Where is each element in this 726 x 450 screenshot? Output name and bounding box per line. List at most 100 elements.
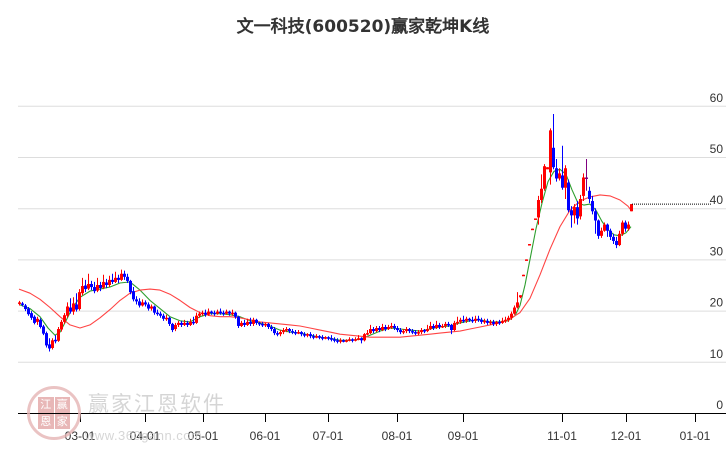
candle-body: [603, 224, 606, 231]
candle-body: [153, 306, 156, 313]
candle-body: [369, 329, 372, 334]
candle-body: [537, 200, 540, 218]
candle-body: [213, 312, 216, 315]
candle-body: [309, 334, 312, 337]
candle-body: [630, 204, 633, 212]
candle-body: [450, 324, 453, 331]
candle-body: [426, 329, 429, 332]
candle-body: [483, 320, 486, 323]
candle-body: [90, 283, 93, 288]
candle-body: [27, 308, 30, 315]
candle-body: [237, 316, 240, 326]
candle-body: [555, 168, 558, 179]
seal-char: 恩: [38, 413, 54, 429]
candle-body: [99, 285, 102, 289]
candle-body: [63, 315, 66, 322]
candle-body: [123, 273, 126, 277]
candle-body: [615, 240, 618, 246]
candle-body: [516, 302, 519, 308]
candle-body: [342, 340, 345, 342]
candle-body: [372, 329, 375, 332]
candle-body: [201, 312, 204, 315]
candle-body: [510, 313, 513, 318]
candle-body: [435, 324, 438, 329]
candle-body: [294, 332, 297, 334]
y-tick-label: 0: [716, 398, 723, 412]
candle-body: [264, 323, 267, 326]
candle-body: [432, 325, 435, 329]
y-tick-label: 10: [710, 347, 724, 361]
seal-char: 江: [38, 397, 54, 413]
candle-body: [42, 326, 45, 334]
candle-body: [195, 315, 198, 323]
candle-body: [120, 273, 123, 280]
candle-body: [159, 313, 162, 316]
candle-body: [612, 236, 615, 241]
candle-body: [192, 321, 195, 324]
candle-body: [360, 338, 363, 341]
candle-body: [420, 330, 423, 333]
candle-body: [453, 322, 456, 331]
candle-body: [252, 319, 255, 324]
candle-body: [594, 211, 597, 221]
candle-body: [219, 311, 222, 314]
candle-body: [288, 329, 291, 332]
candle-body: [501, 320, 504, 323]
candle-body: [261, 323, 264, 326]
candle-body: [417, 332, 420, 334]
candle-body: [21, 303, 24, 305]
candle-body: [246, 321, 249, 325]
candle-body: [105, 282, 108, 285]
grid-lines: [18, 105, 726, 363]
candle-body: [582, 177, 585, 196]
candle-body: [549, 130, 552, 173]
candle-body: [93, 287, 96, 292]
candle-body: [438, 324, 441, 327]
candle-body: [354, 339, 357, 341]
moving-average-lines: [18, 168, 632, 341]
candle-body: [300, 332, 303, 335]
candle-body: [111, 279, 114, 282]
candle-body: [618, 233, 621, 246]
candle-body: [333, 339, 336, 341]
candle-body: [114, 277, 117, 282]
candle-body: [495, 321, 498, 324]
candle-body: [396, 328, 399, 331]
candle-body: [318, 336, 321, 338]
candle-body: [513, 307, 516, 314]
candle-body: [228, 311, 231, 314]
candle-body: [117, 277, 120, 280]
candle-body: [186, 322, 189, 325]
candle-body: [279, 332, 282, 335]
candle-body: [33, 316, 36, 323]
candle-body: [72, 303, 75, 312]
candle-body: [174, 324, 177, 330]
candle-body: [576, 207, 579, 219]
candle-body: [285, 329, 288, 331]
candle-body: [171, 323, 174, 331]
candle-body: [600, 230, 603, 236]
candle-body: [78, 292, 81, 310]
candle-body: [324, 337, 327, 339]
candle-body: [447, 323, 450, 326]
candle-body: [339, 340, 342, 342]
candle-body: [129, 280, 132, 293]
candle-body: [402, 331, 405, 333]
candle-body: [522, 274, 525, 277]
candle-body: [606, 224, 609, 231]
candle-body: [528, 244, 531, 246]
candle-body: [198, 313, 201, 316]
candle-body: [390, 325, 393, 328]
candle-body: [66, 306, 69, 316]
candle-body: [108, 279, 111, 285]
candle-body: [456, 321, 459, 324]
candle-body: [567, 182, 570, 211]
candle-body: [498, 321, 501, 324]
candle-body: [384, 326, 387, 330]
ma-line: [18, 168, 632, 341]
candle-body: [315, 336, 318, 338]
candle-body: [207, 311, 210, 315]
candle-body: [162, 315, 165, 319]
candle-body: [423, 330, 426, 332]
candle-body: [60, 321, 63, 330]
